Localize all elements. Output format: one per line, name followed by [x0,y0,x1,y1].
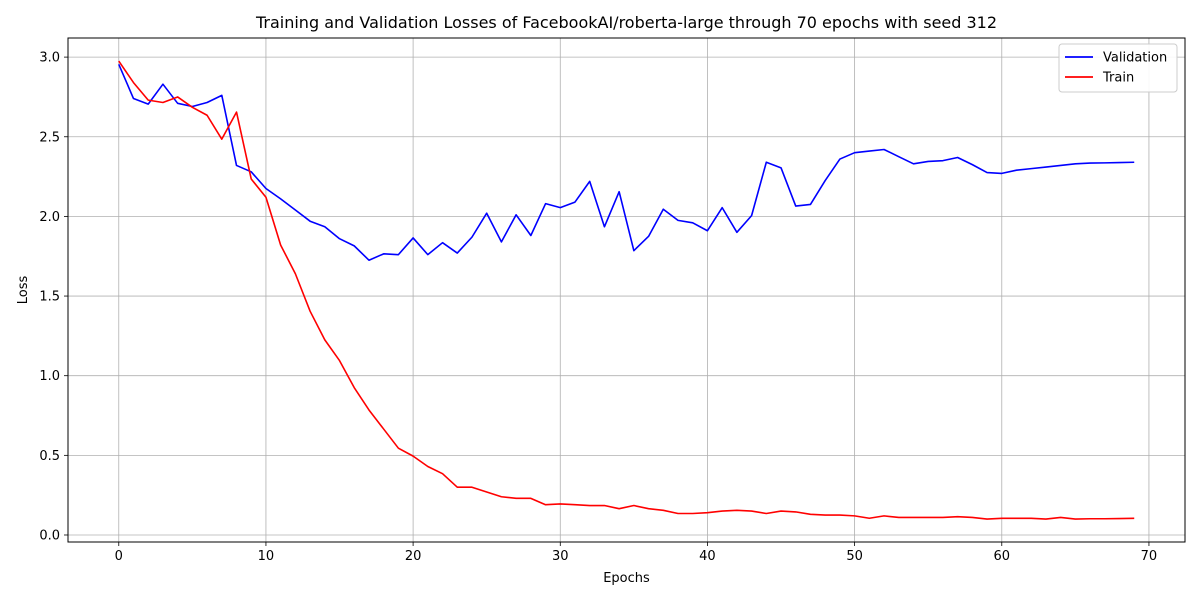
plot-frame [67,37,1186,543]
legend-label-validation: Validation [1103,51,1167,66]
x-tick-label: 60 [994,549,1011,564]
x-tick-label: 40 [699,549,716,564]
y-tick-label: 2.5 [39,130,60,145]
series-line-train [118,60,1135,520]
x-axis-label: Epochs [603,571,650,586]
x-tick-label: 20 [405,549,422,564]
y-axis-label: Loss [16,276,31,305]
legend-label-train: Train [1102,71,1134,86]
y-tick-label: 0.0 [39,528,60,543]
y-tick-label: 0.5 [39,449,60,464]
y-tick-label: 2.0 [39,210,60,225]
x-tick-label: 50 [846,549,863,564]
legend: Validation Train [1058,43,1178,93]
y-tick-label: 1.5 [39,290,60,305]
x-tick-label: 30 [552,549,569,564]
x-tick-label: 70 [1141,549,1158,564]
series-layer [118,60,1135,520]
ticks: 0 10 20 30 40 50 60 70 0.0 0.5 1.0 1.5 2.0 2.5 3.0 [39,51,1157,564]
legend-box [1058,43,1178,93]
x-tick-label: 0 [115,549,123,564]
x-tick-label: 10 [258,549,275,564]
grid [68,38,1185,542]
y-tick-label: 1.0 [39,369,60,384]
chart-title: Training and Validation Losses of Facebo… [255,13,997,32]
series-line-validation [118,63,1135,262]
y-tick-label: 3.0 [39,51,60,66]
